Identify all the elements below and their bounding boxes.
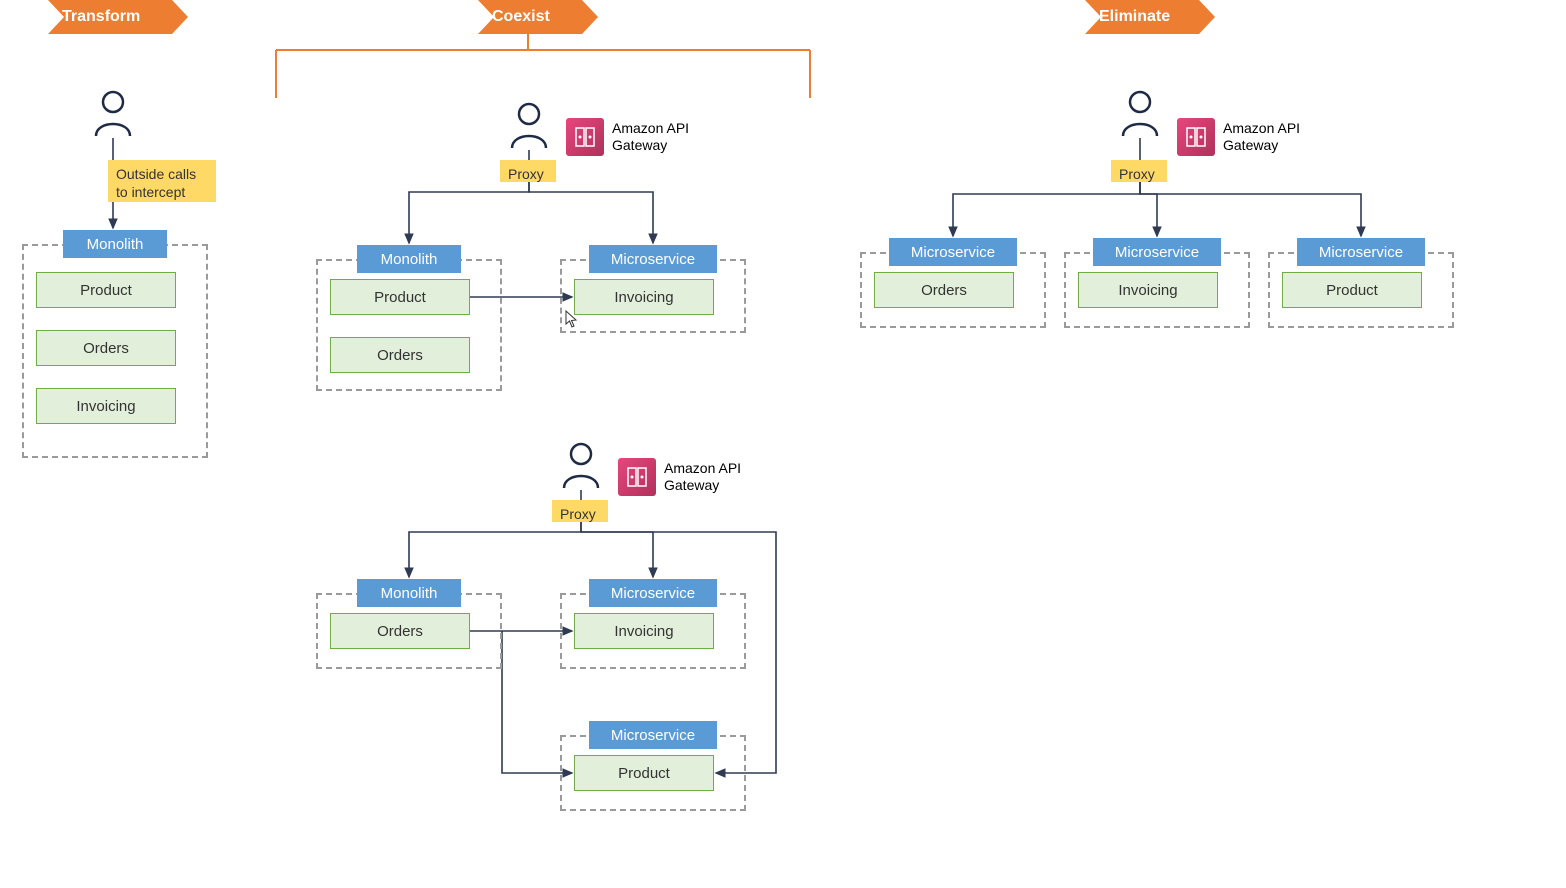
microservice-header-coexist-a: Microservice: [589, 245, 717, 273]
microservice2-header-coexist-b: Microservice: [589, 721, 717, 749]
user-icon-eliminate: [1119, 90, 1161, 138]
note-outside-calls: Outside calls to intercept: [108, 160, 216, 202]
banner-eliminate: Eliminate: [1085, 0, 1215, 34]
monolith-box-transform-0: Product: [36, 272, 176, 308]
monolith-header-coexist-b: Monolith: [357, 579, 461, 607]
monolith-box-transform-1: Orders: [36, 330, 176, 366]
monolith-box-coexist-a-0: Product: [330, 279, 470, 315]
microservice-header-eliminate-0: Microservice: [889, 238, 1017, 266]
diagram-canvas: Transform Outside calls to intercept Mono…: [0, 0, 1566, 888]
microservice-box-eliminate-0: Orders: [874, 272, 1014, 308]
microservice2-box-coexist-b-0: Product: [574, 755, 714, 791]
api-gateway-icon-eliminate: [1177, 118, 1215, 156]
microservice-box-eliminate-2: Product: [1282, 272, 1422, 308]
microservice-header-eliminate-1: Microservice: [1093, 238, 1221, 266]
user-icon-coexist-a: [508, 102, 550, 150]
microservice-box-coexist-a-0: Invoicing: [574, 279, 714, 315]
monolith-box-transform-2: Invoicing: [36, 388, 176, 424]
microservice-header-eliminate-2: Microservice: [1297, 238, 1425, 266]
api-gateway-label-coexist-b: Amazon API Gateway: [664, 460, 741, 494]
api-gateway-label-coexist-a: Amazon API Gateway: [612, 120, 689, 154]
banner-transform: Transform: [48, 0, 188, 34]
monolith-header-coexist-a: Monolith: [357, 245, 461, 273]
proxy-label-coexist-a: Proxy: [500, 160, 556, 182]
monolith-box-coexist-b-0: Orders: [330, 613, 470, 649]
microservice1-header-coexist-b: Microservice: [589, 579, 717, 607]
api-gateway-label-eliminate: Amazon API Gateway: [1223, 120, 1300, 154]
monolith-box-coexist-a-1: Orders: [330, 337, 470, 373]
banner-coexist: Coexist: [478, 0, 598, 34]
api-gateway-icon-coexist-a: [566, 118, 604, 156]
monolith-header-transform: Monolith: [63, 230, 167, 258]
proxy-label-eliminate: Proxy: [1111, 160, 1167, 182]
user-icon-transform: [92, 90, 134, 138]
microservice1-box-coexist-b-0: Invoicing: [574, 613, 714, 649]
microservice-box-eliminate-1: Invoicing: [1078, 272, 1218, 308]
cursor-icon: [565, 310, 579, 328]
connector-layer: [0, 0, 1566, 888]
proxy-label-coexist-b: Proxy: [552, 500, 608, 522]
api-gateway-icon-coexist-b: [618, 458, 656, 496]
user-icon-coexist-b: [560, 442, 602, 490]
